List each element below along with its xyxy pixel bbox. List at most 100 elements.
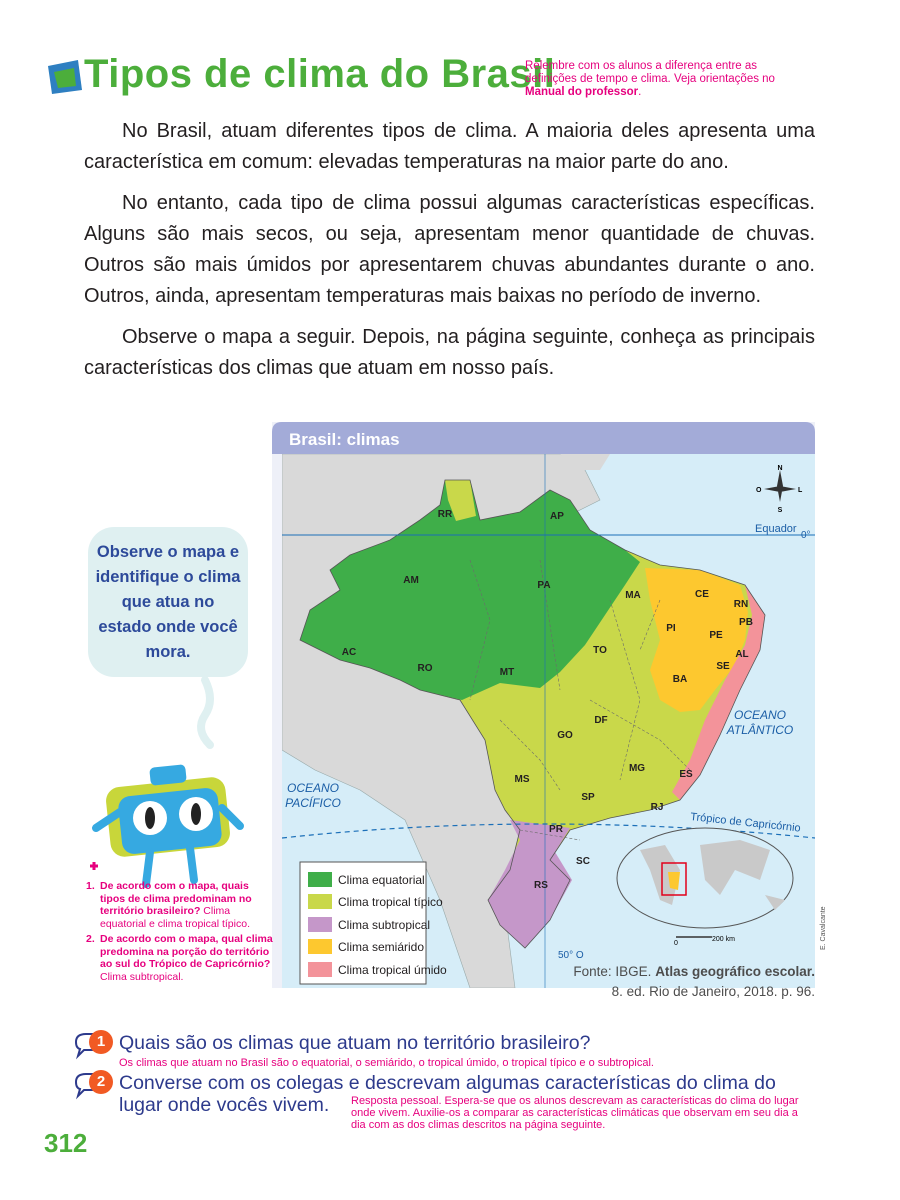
map-title: Brasil: climas bbox=[289, 430, 400, 449]
ocean-label: OCEANO bbox=[287, 781, 339, 795]
paragraph: No Brasil, atuam diferentes tipos de cli… bbox=[84, 120, 815, 173]
sidebar-number: 1. bbox=[86, 880, 95, 892]
sidebar-question: De acordo com o mapa, qual clima predomi… bbox=[100, 933, 273, 970]
compass-label: L bbox=[798, 487, 803, 494]
state-label: AL bbox=[735, 649, 748, 660]
compass-label: N bbox=[777, 465, 782, 472]
state-label: MA bbox=[625, 590, 641, 601]
mascot bbox=[90, 764, 244, 888]
sidebar-item: 2. De acordo com o mapa, qual clima predo… bbox=[86, 933, 274, 983]
state-label: RR bbox=[438, 509, 453, 520]
sidebar-item-text: De acordo com o mapa, quais tipos de cli… bbox=[100, 880, 274, 930]
activity-number: 2 bbox=[89, 1070, 113, 1094]
state-label: AM bbox=[403, 575, 419, 586]
source-prefix: Fonte: IBGE. bbox=[573, 964, 652, 979]
compass-rose bbox=[764, 470, 796, 502]
legend-label: Clima semiárido bbox=[338, 940, 424, 954]
state-label: PE bbox=[709, 630, 723, 641]
state-label: SC bbox=[576, 856, 590, 867]
sidebar-questions: 1. De acordo com o mapa, quais tipos de c… bbox=[86, 880, 274, 986]
teacher-note: Relembre com os alunos a diferença entre… bbox=[525, 60, 795, 99]
state-label: BA bbox=[673, 674, 687, 685]
teacher-note-bold: Manual do professor bbox=[525, 86, 639, 98]
inset-land bbox=[640, 840, 785, 910]
region-humid bbox=[672, 585, 765, 800]
state-label: RO bbox=[418, 663, 433, 674]
state-label: MG bbox=[629, 763, 645, 774]
state-label: AC bbox=[342, 647, 356, 658]
region-tropical-rr bbox=[445, 480, 476, 521]
sidebar-answer: Clima subtropical. bbox=[100, 970, 184, 983]
sidebar-number: 2. bbox=[86, 933, 95, 945]
bubble-text: Observe o mapa e identifique o clima que… bbox=[95, 542, 241, 661]
source-suffix: 8. ed. Rio de Janeiro, 2018. p. 96. bbox=[611, 984, 815, 999]
inset-highlight bbox=[661, 862, 687, 896]
state-label: ES bbox=[679, 769, 693, 780]
page-title: Tipos de clima do Brasil bbox=[84, 52, 556, 96]
activity: 2 Converse com os colegas e descrevam al… bbox=[75, 1070, 820, 1142]
state-label: SP bbox=[581, 792, 595, 803]
activity: 1 Quais são os climas que atuam no terri… bbox=[75, 1030, 820, 1072]
state-label: GO bbox=[557, 730, 573, 741]
sidebar-answer: Clima equatorial e clima tropical típico… bbox=[100, 905, 250, 930]
map-labels: Clima equatorial Clima tropical típico C… bbox=[285, 465, 827, 977]
state-label: PA bbox=[537, 580, 550, 591]
state-label: MT bbox=[500, 667, 514, 678]
equator-label: Equador bbox=[755, 523, 797, 535]
scale-label: 0 bbox=[674, 940, 678, 947]
body-text: No Brasil, atuam diferentes tipos de cli… bbox=[84, 116, 815, 394]
meridian-label: 50° O bbox=[558, 950, 584, 961]
speech-bubble: Observe o mapa e identifique o clima que… bbox=[88, 527, 248, 677]
sidebar-question: De acordo com o mapa, quais tipos de cli… bbox=[100, 880, 252, 917]
title-icon-inner bbox=[54, 68, 76, 88]
region-semiarid bbox=[645, 568, 748, 712]
teacher-note-text: Relembre com os alunos a diferença entre… bbox=[525, 60, 775, 85]
state-label: RJ bbox=[651, 802, 664, 813]
inset-brazil bbox=[668, 872, 680, 890]
tropic-line bbox=[282, 823, 815, 839]
map-source: Fonte: IBGE. Atlas geográfico escolar. 8… bbox=[560, 962, 815, 1002]
legend-swatch bbox=[308, 939, 332, 954]
paragraph: No entanto, cada tipo de clima possui al… bbox=[84, 192, 815, 307]
land-caribbean bbox=[560, 454, 610, 470]
teacher-note-end: . bbox=[638, 86, 642, 98]
compass-label: S bbox=[778, 507, 783, 514]
activity-question: Quais são os climas que atuam no territó… bbox=[119, 1032, 591, 1054]
activity-question: Converse com os colegas e descrevam algu… bbox=[119, 1072, 776, 1116]
equator-degree: 0° bbox=[801, 530, 811, 541]
legend-swatch bbox=[308, 962, 332, 977]
ocean-label: ATLÂNTICO bbox=[726, 722, 793, 737]
compass-label: O bbox=[756, 487, 762, 494]
legend-swatch bbox=[308, 917, 332, 932]
ocean-label: PACÍFICO bbox=[285, 795, 341, 810]
activity-answer: Os climas que atuam no Brasil são o equa… bbox=[119, 1057, 654, 1069]
activity-answer: Resposta pessoal. Espera-se que os aluno… bbox=[351, 1095, 799, 1131]
scale-label: 200 km bbox=[712, 936, 735, 943]
activity-number: 1 bbox=[89, 1030, 113, 1054]
state-label: SE bbox=[716, 661, 730, 672]
state-label: MS bbox=[515, 774, 530, 785]
state-label: CE bbox=[695, 589, 709, 600]
legend-label: Clima tropical úmido bbox=[338, 963, 447, 977]
legend-label: Clima tropical típico bbox=[338, 895, 443, 909]
state-label: RN bbox=[734, 599, 748, 610]
state-label: PI bbox=[666, 623, 676, 634]
region-subtropical bbox=[488, 820, 572, 948]
state-label: DF bbox=[594, 715, 607, 726]
map-area bbox=[282, 454, 815, 988]
brazil-outline bbox=[299, 479, 766, 949]
legend-label: Clima subtropical bbox=[338, 918, 430, 932]
ocean-label: OCEANO bbox=[734, 708, 786, 722]
state-label: PB bbox=[739, 617, 753, 628]
state-label: AP bbox=[550, 511, 564, 522]
sidebar-item: 1. De acordo com o mapa, quais tipos de c… bbox=[86, 880, 274, 930]
state-label: TO bbox=[593, 645, 607, 656]
paragraph: Observe o mapa a seguir. Depois, na pági… bbox=[84, 326, 815, 379]
legend-label: Clima equatorial bbox=[338, 873, 425, 887]
bubble-tail bbox=[197, 676, 214, 749]
legend-swatch bbox=[308, 894, 332, 909]
map-header bbox=[272, 422, 815, 454]
